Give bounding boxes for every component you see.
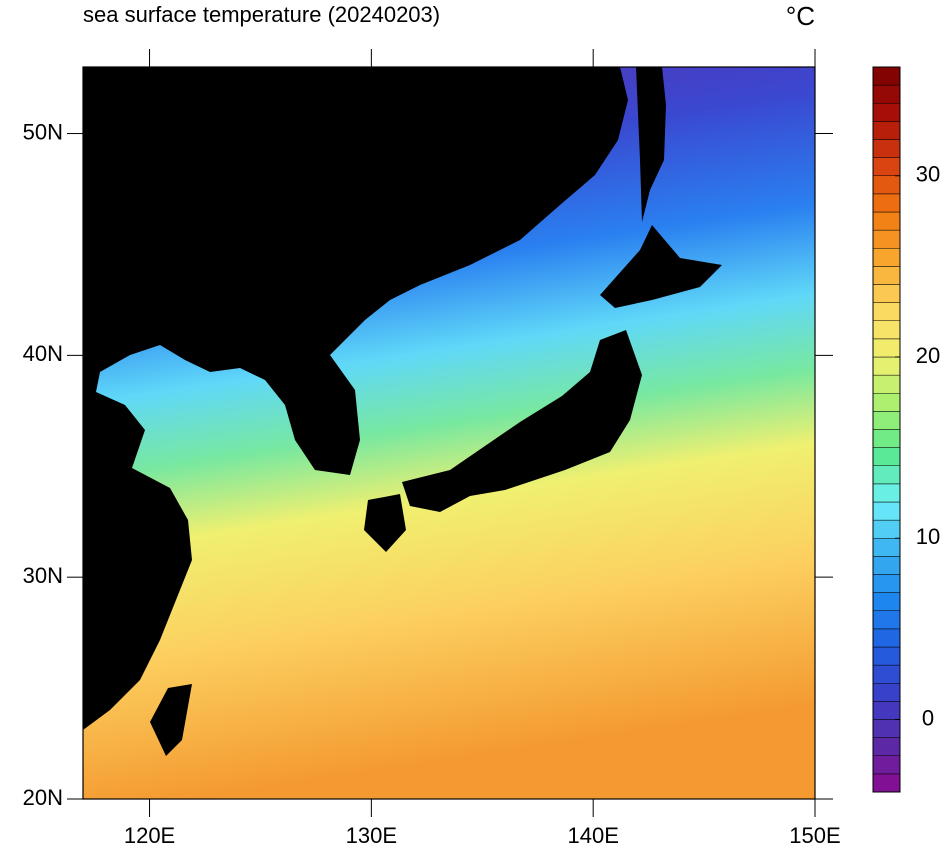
kyushu <box>364 494 406 552</box>
mainland <box>83 67 628 730</box>
colorbar-label: 0 <box>922 705 934 730</box>
colorbar-label: 20 <box>916 343 940 368</box>
lat-label: 20N <box>23 785 63 810</box>
colorbar-box <box>872 737 901 756</box>
colorbar-box <box>872 229 901 249</box>
map-frame <box>82 66 816 800</box>
colorbar-box <box>872 193 901 213</box>
colorbar-box <box>872 664 901 684</box>
colorbar-box <box>872 447 901 466</box>
colorbar-box <box>872 266 901 285</box>
honshu <box>402 330 642 512</box>
colorbar-frame <box>872 66 901 793</box>
taiwan <box>150 684 192 756</box>
colorbar-box <box>872 719 901 738</box>
unit: °C <box>786 1 815 31</box>
lat-label: 50N <box>23 119 63 144</box>
colorbar-box <box>872 411 901 430</box>
colorbar-box <box>872 320 901 340</box>
colorbar-box <box>872 701 901 720</box>
colorbar-box <box>872 157 901 176</box>
lon-label: 130E <box>346 823 397 848</box>
colorbar-box <box>872 592 901 611</box>
colorbar-box <box>872 211 901 231</box>
colorbar-box <box>872 773 901 793</box>
colorbar-box <box>872 121 901 140</box>
colorbar: 0 10 20 30 <box>872 66 940 793</box>
colorbar-box <box>872 465 901 485</box>
colorbar-box <box>872 84 901 104</box>
colorbar-box <box>872 356 901 376</box>
colorbar-box <box>872 429 901 448</box>
colorbar-box <box>872 574 901 593</box>
colorbar-box <box>872 519 901 539</box>
colorbar-box <box>872 683 901 702</box>
colorbar-box <box>872 393 901 412</box>
colorbar-box <box>872 538 901 557</box>
colorbar-box <box>872 139 901 158</box>
lon-label: 140E <box>567 823 618 848</box>
colorbar-box <box>872 628 901 648</box>
colorbar-box <box>872 103 901 122</box>
colorbar-label: 30 <box>916 162 940 187</box>
colorbar-box <box>872 374 901 394</box>
lat-label: 30N <box>23 563 63 588</box>
lon-label: 120E <box>124 823 175 848</box>
colorbar-box <box>872 284 901 303</box>
colorbar-box <box>872 248 901 267</box>
lat-label: 40N <box>23 341 63 366</box>
map-title: sea surface temperature (20240203) <box>83 2 440 27</box>
colorbar-box <box>872 610 901 630</box>
colorbar-box <box>872 646 901 666</box>
sakhalin <box>636 67 666 222</box>
colorbar-box <box>872 501 901 521</box>
colorbar-label: 10 <box>916 524 940 549</box>
hokkaido <box>600 225 722 308</box>
colorbar-box <box>872 175 901 195</box>
colorbar-box <box>872 483 901 503</box>
colorbar-box <box>872 302 901 321</box>
colorbar-box <box>872 338 901 358</box>
colorbar-box <box>872 66 901 86</box>
colorbar-box <box>872 755 901 775</box>
colorbar-box <box>872 556 901 575</box>
map-area <box>83 67 815 799</box>
lon-label: 150E <box>789 823 840 848</box>
